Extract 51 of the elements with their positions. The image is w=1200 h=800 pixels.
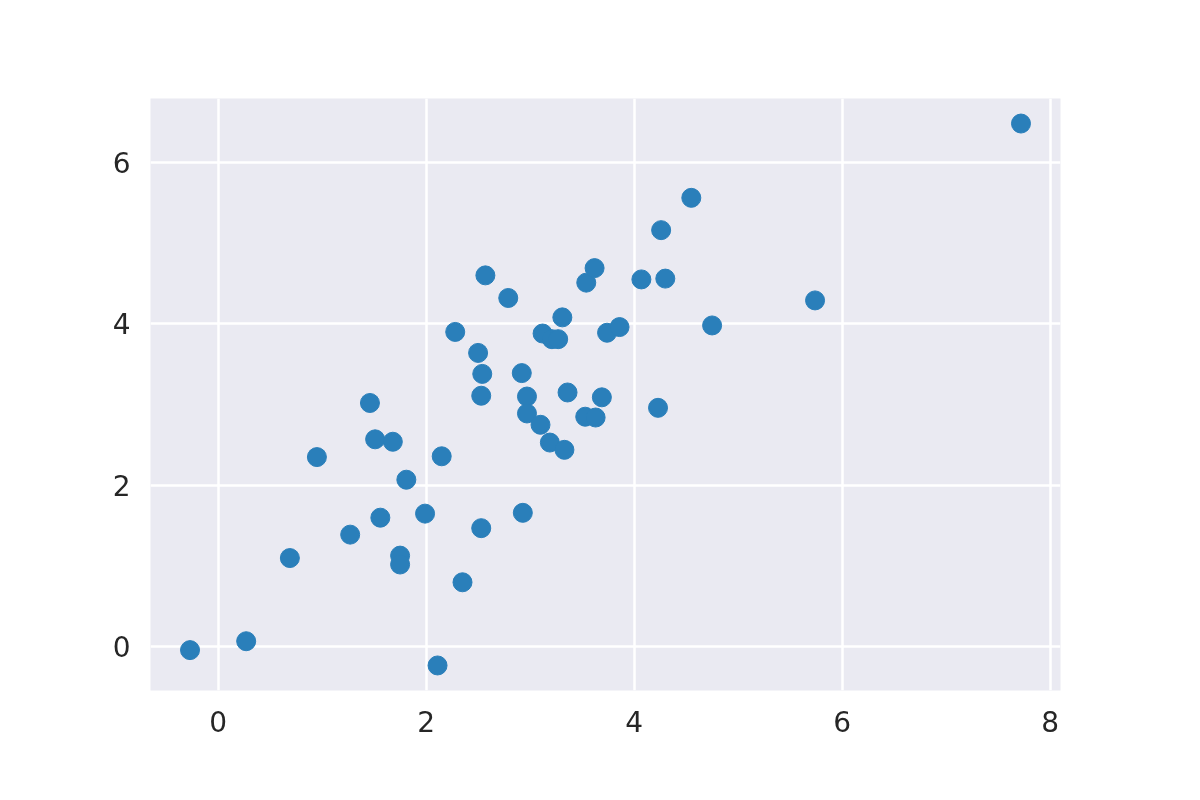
x-tick-label: 6 [833,705,852,739]
point [475,265,496,286]
point [382,431,403,452]
point [805,290,826,311]
point [512,502,533,523]
point [631,269,652,290]
point [584,258,605,279]
point [681,187,702,208]
x-tick-label: 4 [625,705,644,739]
x-tick-label: 2 [417,705,436,739]
y-tick-label: 4 [112,308,131,342]
point [516,386,537,407]
point [471,518,492,539]
point [359,393,380,413]
y-tick-label: 0 [112,631,131,665]
point [702,315,723,336]
point [655,268,676,289]
point [396,469,417,490]
point [498,288,519,308]
point [530,414,551,435]
point [576,272,597,293]
point [370,507,391,528]
point [591,387,612,408]
point [236,631,257,652]
x-tick-label: 0 [209,705,228,739]
point [1010,113,1031,134]
point [427,655,448,676]
point [306,447,327,468]
point [415,503,436,524]
point [431,446,452,467]
point [511,363,532,384]
y-tick-label: 2 [112,469,131,503]
x-tick-label: 8 [1041,705,1060,739]
point [651,220,672,241]
y-tick-label: 6 [112,146,131,180]
point [365,429,386,450]
point [609,317,630,338]
point [468,342,489,363]
point [340,524,361,545]
point [279,548,300,569]
point [552,307,573,328]
point [180,640,201,661]
point [471,385,492,406]
point [557,382,578,403]
point [516,403,537,424]
point [445,321,466,342]
point [648,397,669,418]
point [539,432,560,453]
point [452,572,473,593]
point [554,439,575,460]
point [472,363,493,384]
